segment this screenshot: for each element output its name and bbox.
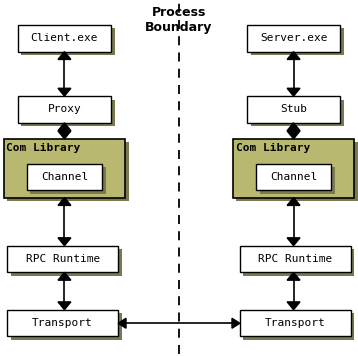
Bar — [243, 249, 354, 276]
Text: Stub: Stub — [280, 104, 307, 115]
Text: Channel: Channel — [41, 172, 88, 182]
Polygon shape — [287, 123, 300, 131]
Text: RPC Runtime: RPC Runtime — [258, 254, 333, 264]
Bar — [11, 249, 122, 276]
Polygon shape — [287, 88, 300, 96]
Bar — [18, 25, 111, 52]
Text: Com Library: Com Library — [236, 143, 310, 153]
Polygon shape — [58, 131, 71, 139]
Polygon shape — [232, 318, 240, 328]
Text: Transport: Transport — [32, 318, 93, 328]
Polygon shape — [287, 272, 300, 280]
Bar — [11, 313, 122, 340]
Bar — [236, 142, 358, 201]
Polygon shape — [287, 302, 300, 310]
Polygon shape — [287, 52, 300, 59]
Bar — [27, 164, 102, 190]
Polygon shape — [58, 88, 71, 96]
Polygon shape — [58, 52, 71, 59]
Bar — [233, 139, 354, 198]
Polygon shape — [118, 318, 126, 328]
Polygon shape — [58, 198, 71, 205]
Text: Client.exe: Client.exe — [31, 33, 98, 43]
Text: Channel: Channel — [270, 172, 317, 182]
Polygon shape — [287, 198, 300, 205]
Bar — [240, 310, 351, 336]
Bar — [21, 100, 115, 126]
Bar — [260, 167, 335, 194]
Bar — [7, 246, 118, 272]
Bar — [18, 96, 111, 123]
Bar — [256, 164, 331, 190]
Text: RPC Runtime: RPC Runtime — [25, 254, 100, 264]
Bar — [247, 96, 340, 123]
Text: Proxy: Proxy — [48, 104, 81, 115]
Polygon shape — [58, 302, 71, 310]
Bar — [251, 100, 344, 126]
Bar — [30, 167, 106, 194]
Bar — [251, 28, 344, 55]
Text: Com Library: Com Library — [6, 143, 81, 153]
Polygon shape — [287, 238, 300, 246]
Polygon shape — [58, 272, 71, 280]
Text: Process
Boundary: Process Boundary — [145, 6, 213, 33]
Bar — [243, 313, 354, 340]
Polygon shape — [287, 131, 300, 139]
Bar — [4, 139, 125, 198]
Bar — [247, 25, 340, 52]
Text: Transport: Transport — [265, 318, 326, 328]
Polygon shape — [58, 123, 71, 131]
Bar — [21, 28, 115, 55]
Text: Server.exe: Server.exe — [260, 33, 327, 43]
Bar — [7, 310, 118, 336]
Bar — [7, 142, 129, 201]
Polygon shape — [58, 238, 71, 246]
Bar — [240, 246, 351, 272]
